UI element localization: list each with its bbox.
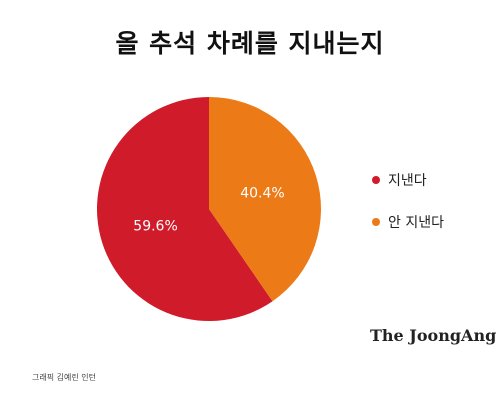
legend-label-2: 안 지낸다 <box>388 215 444 231</box>
legend-item-1: 지낸다 <box>372 170 444 190</box>
chart-title: 올 추석 차례를 지내는지 <box>115 29 385 58</box>
legend-swatch-2 <box>372 218 380 226</box>
legend-item-2: 안 지낸다 <box>372 212 444 232</box>
pie-slice-2 <box>209 97 321 302</box>
slice-value-label-1: 59.6% <box>133 219 177 235</box>
brand-logo: The JoongAng <box>370 326 497 345</box>
pie-slice-1 <box>97 97 273 321</box>
credit-text: 그래픽 김예린 인턴 <box>32 373 96 382</box>
legend-label-1: 지낸다 <box>388 173 427 189</box>
legend: 지낸다 안 지낸다 <box>372 170 444 254</box>
slice-value-label-2: 40.4% <box>240 185 284 201</box>
legend-swatch-1 <box>372 176 380 184</box>
